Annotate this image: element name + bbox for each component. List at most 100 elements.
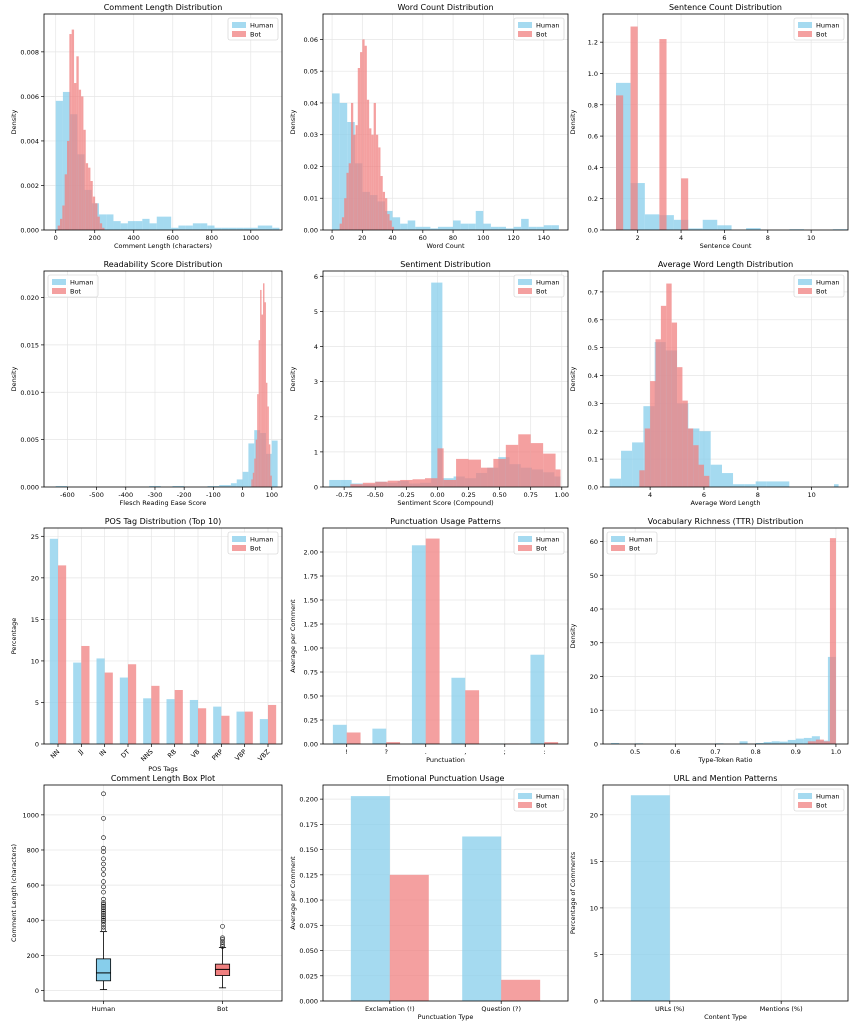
y-tick-label: 20: [31, 574, 39, 582]
bar-human: [230, 483, 237, 487]
x-tick-label: !: [345, 748, 348, 756]
bar-bot: [400, 479, 413, 487]
bar-bot: [258, 340, 261, 487]
bar-human: [149, 486, 161, 487]
y-tick-label: 0.2: [588, 428, 598, 436]
chart-c8: 0.00 0.25 0.50 0.75 1.00 1.25 1.50 1.75 2.00!?.,…: [289, 517, 569, 764]
x-tick-label: 2: [636, 234, 640, 242]
x-tick-label: 10: [807, 234, 815, 242]
bar-bot: [255, 439, 258, 487]
x-tick-label: IN: [98, 748, 109, 759]
y-tick-label: 0.6: [588, 133, 598, 141]
y-tick-label: 0: [594, 998, 598, 1006]
bar-human: [207, 486, 220, 487]
bar-human: [49, 538, 58, 744]
bar-bot: [251, 479, 253, 487]
outlier-point: [101, 910, 106, 916]
axes-frame: [43, 13, 283, 231]
bar-bot: [102, 227, 105, 230]
axes-frame: [602, 270, 849, 488]
y-tick-label: 2: [314, 413, 318, 421]
legend-label-bot: Bot: [816, 31, 827, 39]
y-tick-label: 10: [590, 707, 598, 715]
outlier-point: [101, 884, 106, 890]
x-tick-label: 0.50: [492, 491, 506, 499]
y-tick-label: 0.000: [20, 227, 39, 235]
bar-bot: [268, 444, 271, 487]
bar-bot: [104, 672, 113, 744]
bar-human: [415, 226, 423, 230]
x-tick-label: 4: [648, 491, 652, 499]
axes-frame: [602, 784, 849, 1002]
y-tick-label: 0.5: [588, 344, 598, 352]
bar-human: [699, 431, 711, 487]
bar-bot: [81, 645, 90, 744]
y-tick-label: 10: [590, 904, 598, 912]
bar-bot: [270, 475, 272, 487]
y-tick-label: 0.50: [304, 693, 318, 701]
outlier-point: [220, 924, 225, 929]
y-tick-label: 1.75: [304, 573, 318, 581]
bar-human: [207, 225, 215, 230]
bar-human: [609, 478, 622, 487]
bar-bot: [341, 217, 345, 230]
legend-swatch-bot: [52, 288, 66, 294]
outlier-point: [101, 856, 106, 862]
bar-bot: [682, 400, 688, 487]
bar-human: [755, 742, 764, 744]
y-tick-label: 0.04: [304, 99, 318, 107]
legend-swatch-human: [232, 536, 246, 542]
y-tick-label: 15: [590, 858, 598, 866]
x-tick-label: Human: [92, 1005, 115, 1013]
bar-human: [483, 223, 491, 230]
x-tick-label: 0.00: [430, 491, 444, 499]
outlier-point: [101, 896, 106, 902]
bar-human: [688, 228, 703, 230]
bar-bot: [221, 715, 230, 744]
y-axis-label: Density: [289, 366, 297, 391]
y-tick-label: 1000: [22, 811, 39, 819]
bar-bot: [375, 481, 388, 487]
bar-bot: [493, 458, 506, 487]
outlier-point: [101, 900, 106, 905]
bar-bot: [380, 176, 383, 230]
bar-bot: [261, 314, 264, 487]
outlier-point: [101, 919, 106, 925]
y-tick-label: 0.020: [20, 294, 39, 302]
chart-title: URL and Mention Patterns: [674, 774, 778, 783]
bar-bot: [543, 453, 556, 487]
x-tick-label: -0.25: [398, 491, 415, 499]
bar-human: [259, 719, 268, 744]
x-tick-label: 600: [167, 234, 179, 242]
x-tick-label: 100: [477, 234, 489, 242]
y-tick-label: 30: [590, 639, 598, 647]
chart-c6: 0.0 0.1 0.2 0.3 0.4 0.5 0.6 0.7 4 6 8 10 Average Wor…: [569, 260, 849, 507]
y-tick-label: 0.06: [304, 36, 318, 44]
bar-bot: [346, 732, 361, 744]
outlier-point: [101, 902, 106, 907]
bar-human: [221, 227, 229, 230]
bar-human: [739, 741, 748, 744]
x-tick-label: -200: [177, 491, 192, 499]
chart-title: Sentiment Distribution: [400, 260, 491, 269]
outlier-point: [101, 889, 106, 895]
legend-label-bot: Bot: [250, 545, 261, 553]
bar-human: [339, 102, 348, 230]
bar-bot: [99, 223, 103, 230]
legend-label-human: Human: [816, 279, 839, 287]
y-tick-label: 0.150: [299, 846, 318, 854]
chart-c9: 0 10 20 30 40 50 60 0.5 0.6 0.7 0.8 0.9 1.0 Vocabular…: [569, 517, 849, 764]
bar-bot: [807, 741, 816, 744]
x-axis-label: Word Count: [426, 242, 465, 250]
x-tick-label: 200: [89, 234, 101, 242]
chart-c11: 0.000 0.025 0.050 0.075 0.100 0.125 0.150 0.175…: [289, 774, 569, 1021]
legend-swatch-human: [518, 536, 532, 542]
outlier-point: [101, 791, 106, 797]
bar-bot: [373, 102, 376, 230]
y-tick-label: 0.6: [588, 316, 598, 324]
x-tick-label: -0.50: [367, 491, 384, 499]
x-tick-label: 1.00: [555, 491, 569, 499]
y-axis-label: Density: [10, 366, 18, 391]
bar-human: [119, 677, 128, 744]
